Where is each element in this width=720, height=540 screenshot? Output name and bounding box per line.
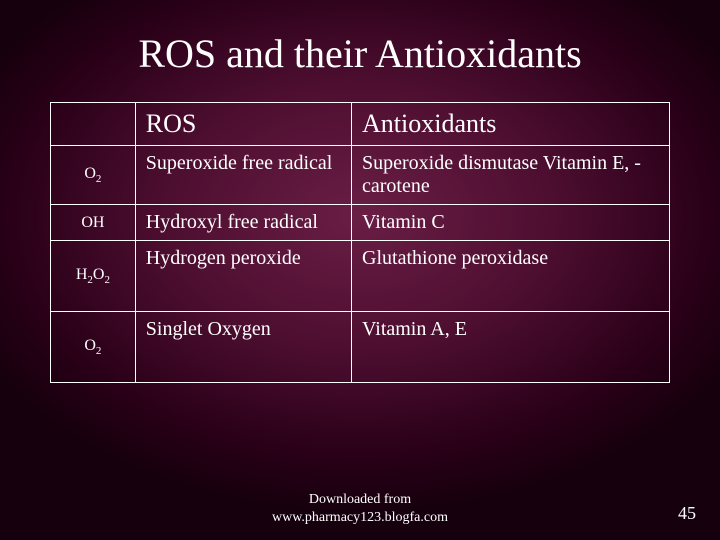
formula-cell: O2 bbox=[51, 312, 136, 383]
table-row: O2 Singlet Oxygen Vitamin A, E bbox=[51, 312, 670, 383]
antiox-cell: Superoxide dismutase Vitamin E, -caroten… bbox=[352, 146, 670, 205]
footer-line2: www.pharmacy123.blogfa.com bbox=[272, 510, 448, 525]
antiox-cell: Vitamin C bbox=[352, 205, 670, 241]
antiox-cell: Vitamin A, E bbox=[352, 312, 670, 383]
page-number: 45 bbox=[678, 503, 696, 524]
footer: Downloaded from www.pharmacy123.blogfa.c… bbox=[0, 491, 720, 526]
table-row: H2O2 Hydrogen peroxide Glutathione perox… bbox=[51, 241, 670, 312]
footer-line1: Downloaded from bbox=[309, 492, 411, 507]
formula-cell: OH bbox=[51, 205, 136, 241]
table-row: O2 Superoxide free radical Superoxide di… bbox=[51, 146, 670, 205]
table-header-row: ROS Antioxidants bbox=[51, 103, 670, 146]
ros-cell: Singlet Oxygen bbox=[135, 312, 351, 383]
table-row: OH Hydroxyl free radical Vitamin C bbox=[51, 205, 670, 241]
ros-cell: Superoxide free radical bbox=[135, 146, 351, 205]
formula-cell: H2O2 bbox=[51, 241, 136, 312]
header-antiox: Antioxidants bbox=[352, 103, 670, 146]
slide: ROS and their Antioxidants ROS Antioxida… bbox=[0, 0, 720, 540]
header-ros: ROS bbox=[135, 103, 351, 146]
header-empty bbox=[51, 103, 136, 146]
ros-cell: Hydrogen peroxide bbox=[135, 241, 351, 312]
ros-table: ROS Antioxidants O2 Superoxide free radi… bbox=[50, 102, 670, 383]
ros-cell: Hydroxyl free radical bbox=[135, 205, 351, 241]
slide-title: ROS and their Antioxidants bbox=[40, 30, 680, 77]
formula-cell: O2 bbox=[51, 146, 136, 205]
antiox-cell: Glutathione peroxidase bbox=[352, 241, 670, 312]
